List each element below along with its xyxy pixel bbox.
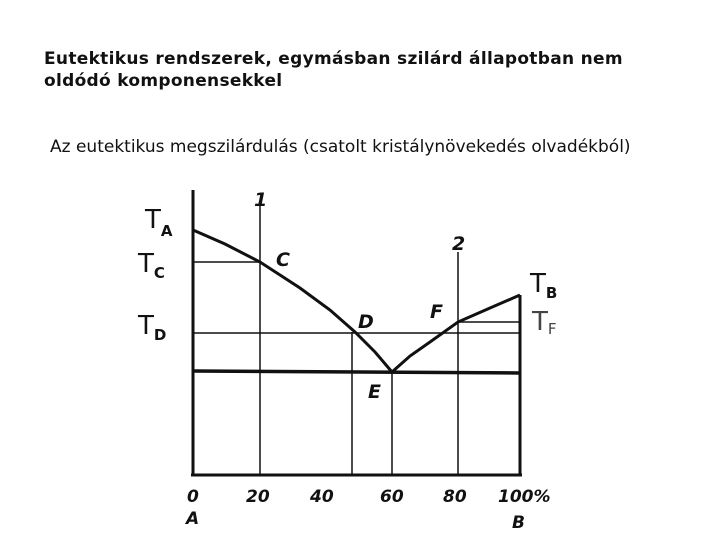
point-label: D (358, 311, 374, 333)
temp-label: TB (529, 269, 557, 302)
axis-label: 100% (498, 487, 551, 507)
title-line: Eutektikus rendszerek, egymásban szilárd… (44, 49, 623, 69)
slide-title: Eutektikus rendszerek, egymásban szilárd… (44, 48, 623, 92)
temp-label: TD (137, 311, 166, 344)
temp-label: TA (144, 205, 173, 240)
eutectic-line (192, 369, 521, 375)
temp-label: TF (531, 307, 557, 338)
axis-label: 80 (443, 487, 467, 507)
axis-label: 40 (309, 487, 334, 507)
line-label: 2 (452, 233, 465, 255)
axis-label: 20 (246, 487, 270, 507)
point-label: F (430, 301, 443, 323)
point-label: C (276, 249, 290, 271)
axis-label: 60 (380, 487, 404, 507)
point-label: E (368, 381, 381, 403)
line-label: 1 (254, 189, 267, 211)
title-line: oldódó komponensekkel (44, 71, 283, 91)
subtitle: Az eutektikus megszilárdulás (csatolt kr… (50, 137, 631, 157)
liquidus-b (391, 293, 521, 374)
component-label: B (512, 513, 525, 533)
liquidus-a (192, 228, 394, 373)
temp-label: TC (137, 249, 165, 282)
component-label: A (184, 509, 199, 529)
axis-label: 0 (187, 487, 199, 507)
